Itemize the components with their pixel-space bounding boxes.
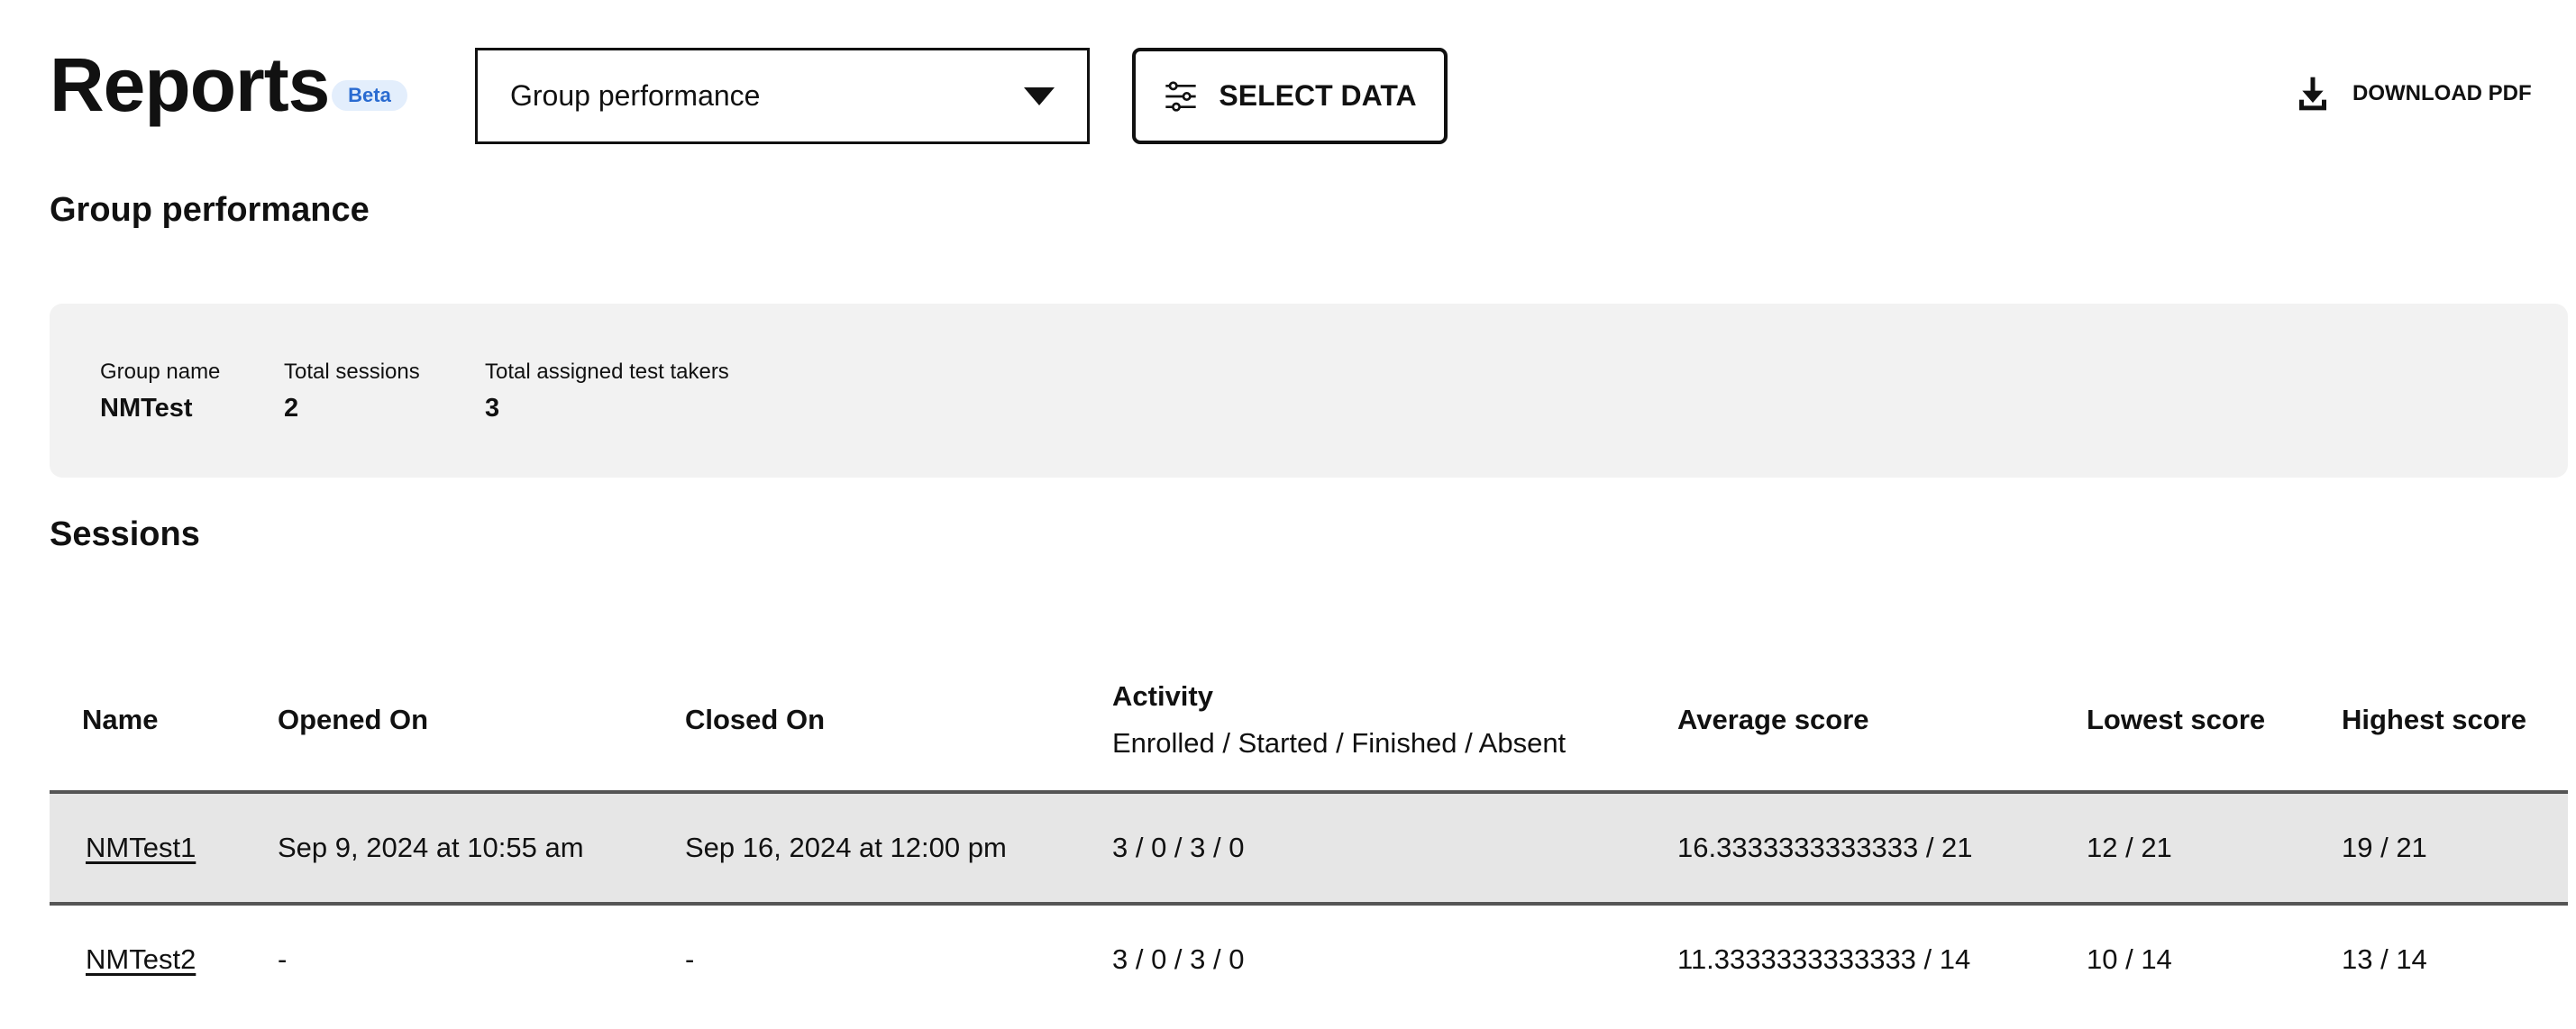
group-summary-card: Group name NMTest Total sessions 2 Total…	[50, 304, 2568, 478]
sliders-icon	[1165, 80, 1197, 112]
stat-value: 3	[485, 394, 500, 423]
table-row: NMTest2 - - 3 / 0 / 3 / 0 11.33333333333…	[50, 906, 2568, 1014]
stat-total-sessions: Total sessions 2	[284, 360, 420, 423]
column-header-name: Name	[82, 703, 159, 735]
column-header-activity: Activity Enrolled / Started / Finished /…	[1112, 680, 1677, 760]
opened-on: -	[278, 943, 288, 975]
sessions-title: Sessions	[50, 515, 200, 553]
section-title: Group performance	[50, 191, 370, 229]
page-title: Reports	[50, 42, 330, 127]
download-pdf-button[interactable]: DOWNLOAD PDF	[2295, 76, 2532, 112]
table-header: Name Opened On Closed On Activity Enroll…	[50, 649, 2568, 794]
lowest-score: 12 / 21	[2087, 832, 2172, 863]
download-pdf-label: DOWNLOAD PDF	[2352, 81, 2532, 105]
column-header-opened: Opened On	[278, 703, 429, 735]
activity-subtitle: Enrolled / Started / Finished / Absent	[1112, 726, 1567, 759]
average-score: 16.3333333333333 / 21	[1677, 832, 1973, 863]
closed-on: -	[685, 943, 695, 975]
column-header-lowest: Lowest score	[2087, 703, 2266, 735]
stat-label: Total sessions	[284, 360, 420, 384]
report-type-value: Group performance	[510, 79, 761, 112]
highest-score: 19 / 21	[2342, 832, 2427, 863]
report-type-select[interactable]: Group performance	[475, 48, 1090, 144]
average-score: 11.3333333333333 / 14	[1677, 943, 1971, 975]
activity-title: Activity	[1112, 679, 1213, 712]
lowest-score: 10 / 14	[2087, 943, 2172, 975]
select-data-button[interactable]: SELECT DATA	[1132, 48, 1448, 144]
download-icon	[2299, 77, 2326, 111]
caret-down-icon	[1024, 87, 1055, 105]
beta-badge: Beta	[332, 80, 407, 111]
session-link[interactable]: NMTest2	[86, 943, 196, 975]
stat-label: Total assigned test takers	[485, 360, 729, 384]
stat-group-name: Group name NMTest	[100, 360, 220, 423]
sessions-table: Name Opened On Closed On Activity Enroll…	[50, 649, 2568, 1014]
stat-value: 2	[284, 394, 299, 423]
closed-on: Sep 16, 2024 at 12:00 pm	[685, 832, 1007, 863]
table-row: NMTest1 Sep 9, 2024 at 10:55 am Sep 16, …	[50, 794, 2568, 906]
session-link[interactable]: NMTest1	[86, 832, 196, 863]
stat-total-test-takers: Total assigned test takers 3	[485, 360, 729, 423]
select-data-label: SELECT DATA	[1219, 79, 1417, 112]
column-header-closed: Closed On	[685, 703, 826, 735]
column-header-highest: Highest score	[2342, 703, 2527, 735]
stat-label: Group name	[100, 360, 221, 384]
column-header-average: Average score	[1677, 703, 1869, 735]
highest-score: 13 / 14	[2342, 943, 2427, 975]
activity: 3 / 0 / 3 / 0	[1112, 832, 1245, 863]
opened-on: Sep 9, 2024 at 10:55 am	[278, 832, 584, 863]
activity: 3 / 0 / 3 / 0	[1112, 943, 1245, 975]
stat-value: NMTest	[100, 394, 193, 423]
